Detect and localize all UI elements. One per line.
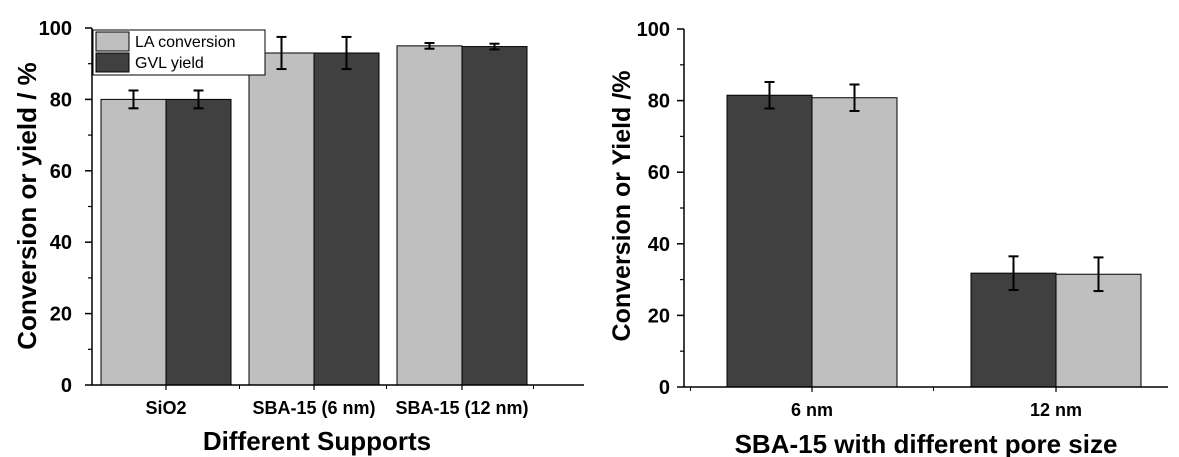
error-bar	[1093, 256, 1104, 293]
bar-gvl-yield-2	[313, 52, 380, 386]
error-bar	[489, 42, 500, 51]
x-axis-title: SBA-15 with different pore size	[735, 429, 1118, 457]
y-axis-title: Conversion or yield / %	[12, 62, 42, 350]
y-tick-label: 20	[50, 304, 72, 326]
y-tick-label: 0	[659, 377, 670, 399]
bar-gvl-yield-3	[461, 46, 528, 386]
bar-la-conversion-3	[396, 45, 463, 386]
error-bar	[849, 83, 860, 112]
legend-swatch-1	[95, 31, 130, 52]
chart-2: 0 20 40 60 80 100 6 nm 12 nm SBA-15 with differe…	[608, 19, 1168, 457]
legend: LA conversion GVL yield	[92, 29, 266, 76]
y-tick-label: 100	[637, 19, 670, 41]
error-bar	[276, 35, 287, 71]
y-tick-label: 100	[39, 18, 72, 40]
x-tick-label: 12 nm	[1030, 400, 1082, 420]
y-tick-label: 80	[648, 91, 670, 113]
y-axis-title: Conversion or Yield /%	[608, 71, 636, 342]
y-tick-label: 60	[50, 161, 72, 183]
x-tick-label: 6 nm	[791, 400, 833, 420]
y-tick-label: 40	[50, 232, 72, 254]
y-tick-label: 40	[648, 234, 670, 256]
error-bar	[764, 80, 775, 110]
bar-la-conversion-1	[100, 98, 167, 386]
x-axis-title: Different Supports	[203, 426, 431, 456]
y-tick-label: 80	[50, 89, 72, 111]
y-tick-label: 20	[648, 305, 670, 327]
error-bar	[1008, 255, 1019, 291]
bar-series-1-2	[970, 272, 1057, 388]
y-tick-label: 0	[61, 375, 72, 397]
bar-la-conversion-2	[248, 52, 315, 386]
bar-gvl-yield-1	[165, 98, 232, 386]
bar-series-2-2	[1055, 273, 1142, 388]
chart-1: 0 20 40 60 80 100 SiO2 SBA-15 (6 nm) SBA-15 (12 …	[12, 18, 584, 456]
error-bar	[424, 41, 435, 50]
legend-swatch-2	[95, 52, 130, 73]
error-bar	[341, 35, 352, 71]
bar-series-2-1	[811, 97, 898, 388]
x-tick-label: SiO2	[145, 398, 186, 418]
legend-label: LA conversion	[135, 34, 236, 51]
x-tick-label: SBA-15 (6 nm)	[252, 398, 375, 418]
error-bar	[128, 89, 139, 110]
bar-series-1-1	[726, 94, 813, 388]
y-tick-label: 60	[648, 162, 670, 184]
x-tick-label: SBA-15 (12 nm)	[395, 398, 528, 418]
legend-label: GVL yield	[135, 55, 204, 72]
error-bar	[193, 89, 204, 110]
